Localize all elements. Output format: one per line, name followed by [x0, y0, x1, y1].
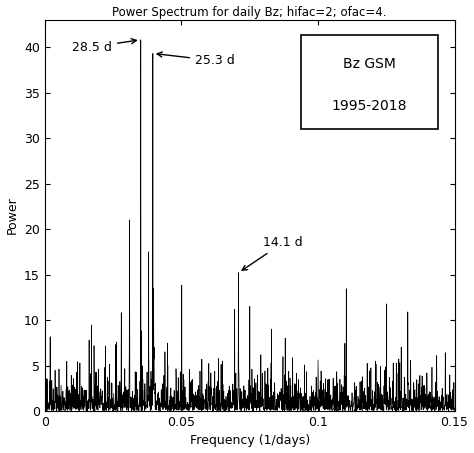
Y-axis label: Power: Power: [6, 197, 18, 234]
Text: 14.1 d: 14.1 d: [242, 236, 303, 270]
Text: 1995-2018: 1995-2018: [332, 99, 407, 113]
FancyBboxPatch shape: [301, 35, 438, 129]
Text: 25.3 d: 25.3 d: [157, 52, 235, 67]
Text: 28.5 d: 28.5 d: [72, 39, 137, 53]
X-axis label: Frequency (1/days): Frequency (1/days): [190, 434, 310, 448]
Text: Bz GSM: Bz GSM: [343, 57, 396, 71]
Title: Power Spectrum for daily Bz; hifac=2; ofac=4.: Power Spectrum for daily Bz; hifac=2; of…: [112, 5, 387, 19]
